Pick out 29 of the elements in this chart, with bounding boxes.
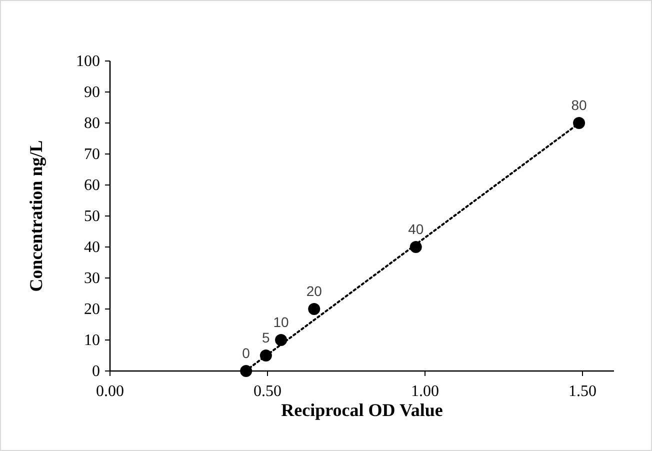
x-tick-label: 0.00 bbox=[96, 383, 124, 400]
y-tick-label: 20 bbox=[84, 301, 100, 318]
point bbox=[573, 117, 586, 129]
y-tick-label: 40 bbox=[84, 239, 100, 256]
data-label: 40 bbox=[408, 221, 424, 237]
x-tick-label: 0.50 bbox=[254, 383, 282, 400]
y-tick-label: 30 bbox=[84, 270, 100, 287]
y-tick-label: 0 bbox=[92, 363, 100, 380]
y-tick-label: 50 bbox=[84, 208, 100, 225]
y-tick-label: 80 bbox=[84, 115, 100, 132]
point bbox=[308, 303, 320, 315]
x-axis-title: Reciprocal OD Value bbox=[281, 400, 443, 420]
x-tick-label: 1.00 bbox=[411, 383, 439, 400]
point bbox=[240, 365, 252, 377]
point bbox=[260, 350, 272, 362]
point bbox=[410, 241, 422, 253]
data-label: 20 bbox=[306, 283, 322, 299]
y-tick-label: 60 bbox=[84, 177, 100, 194]
y-axis-title: Concentration ng/L bbox=[26, 140, 46, 292]
x-tick-label: 1.50 bbox=[568, 383, 596, 400]
data-label: 80 bbox=[571, 97, 588, 113]
y-tick-label: 100 bbox=[76, 53, 100, 70]
point bbox=[275, 334, 288, 346]
y-tick-label: 90 bbox=[84, 84, 100, 101]
data-label: 5 bbox=[262, 330, 270, 346]
data-label: 0 bbox=[242, 345, 250, 361]
data-label: 10 bbox=[273, 314, 290, 330]
y-tick-label: 70 bbox=[84, 146, 100, 163]
y-tick-label: 10 bbox=[84, 332, 100, 349]
